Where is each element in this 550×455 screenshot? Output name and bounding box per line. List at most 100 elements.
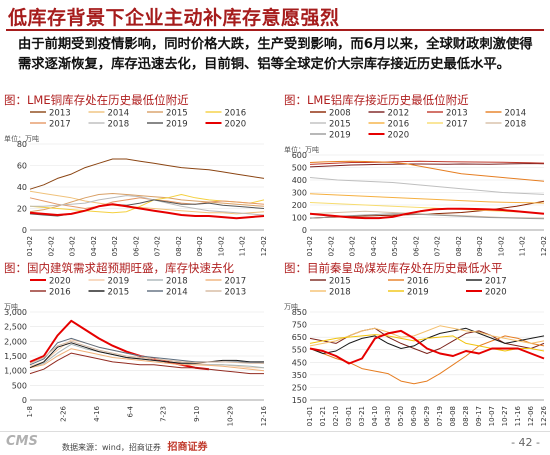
- x-tick-label: 05-02: [391, 236, 399, 256]
- legend-label-2013: 2013: [225, 288, 247, 298]
- y-tick-label: 600: [292, 151, 307, 160]
- footer-source: 数据来源：wind，招商证券 招商证券: [62, 438, 207, 453]
- y-tick-label: 850: [292, 308, 307, 317]
- series-line-2016: [309, 335, 545, 385]
- x-tick-label: 08-28: [462, 406, 470, 426]
- y-tick-label: 40: [17, 183, 27, 192]
- x-tick-label: 11-02: [519, 236, 527, 256]
- legend-label-2016: 2016: [225, 109, 247, 119]
- x-tick-label: 03-02: [349, 236, 357, 256]
- y-tick-label: 1,500: [4, 352, 27, 361]
- x-tick-label: 06-02: [132, 236, 140, 256]
- x-tick-label: 10-29: [227, 406, 235, 426]
- series-line-2019: [309, 213, 545, 220]
- chart-panel-coal: 图：目前秦皇岛煤炭库存处在历史最低水平 2015 2016 2017 2018 2019…: [280, 260, 550, 430]
- y-tick-label: 250: [292, 383, 307, 392]
- legend-label-2015: 2015: [108, 288, 130, 298]
- x-tick-label: 10-02: [217, 236, 225, 256]
- legend-label-2020: 2020: [49, 277, 71, 287]
- legend-label-2008: 2008: [329, 109, 351, 119]
- y-tick-label: 500: [12, 381, 27, 390]
- legend-label-2017: 2017: [485, 277, 507, 287]
- legend-label-2020: 2020: [485, 288, 507, 298]
- series-line-2015: [309, 177, 545, 195]
- x-tick-label: 08-02: [455, 236, 463, 256]
- series-line-2019: [29, 339, 264, 369]
- y-tick-label: 500: [292, 164, 307, 173]
- unit-label: 单位：万吨: [4, 134, 39, 143]
- x-tick-label: 09-17: [475, 406, 483, 426]
- legend-label-2013: 2013: [446, 109, 468, 119]
- x-tick-label: 02-02: [327, 236, 335, 256]
- chart-title-construction: 图：国内建筑需求超预期旺盛，库存快速去化: [4, 261, 234, 275]
- y-tick-label: 400: [292, 176, 307, 185]
- legend-label-2013: 2013: [49, 109, 71, 119]
- title-divider: [6, 29, 544, 31]
- x-tick-label: 6-4: [126, 405, 134, 417]
- legend-label-2019: 2019: [407, 288, 429, 298]
- series-line-2012: [309, 163, 545, 168]
- x-tick-label: 04-30: [384, 406, 392, 426]
- x-tick-label: 04-02: [370, 236, 378, 256]
- y-tick-label: 2,500: [4, 323, 27, 332]
- legend-label-2018: 2018: [505, 120, 527, 130]
- legend-label-2015: 2015: [166, 109, 188, 119]
- series-line-2016: [309, 193, 545, 204]
- x-tick-label: 05-20: [397, 406, 405, 426]
- x-tick-label: 12-02: [540, 236, 548, 256]
- y-tick-label: 0: [22, 396, 27, 405]
- chart-panel-construction: 图：国内建筑需求超预期旺盛，库存快速去化 2020 2019 2018 2017 201…: [0, 260, 270, 430]
- x-tick-label: 09-02: [196, 236, 204, 256]
- series-line-2013: [29, 340, 264, 364]
- legend-label-2018: 2018: [329, 288, 351, 298]
- y-tick-label: 60: [17, 162, 27, 171]
- series-line-2013: [309, 160, 545, 165]
- x-tick-label: 10-27: [501, 406, 509, 426]
- x-tick-label: 9-10: [193, 406, 201, 422]
- legend-label-2014: 2014: [166, 288, 188, 298]
- x-tick-label: 06-09: [410, 406, 418, 426]
- footer-divider: [0, 431, 550, 432]
- chart-construction: 2020 2019 2018 2017 2016 2015 2014 2013 万吨 0 500 1,…: [4, 277, 268, 427]
- legend-label-2019: 2019: [166, 120, 188, 130]
- x-tick-label: 7-23: [160, 406, 168, 422]
- y-tick-label: 0: [302, 226, 307, 235]
- y-tick-label: 750: [292, 321, 307, 330]
- legend-label-2016: 2016: [49, 288, 71, 298]
- chart-title-coal: 图：目前秦皇岛煤炭库存处在历史最低水平: [284, 261, 503, 275]
- legend-label-2017: 2017: [446, 120, 468, 130]
- y-tick-label: 350: [292, 371, 307, 380]
- x-tick-label: 03-01: [345, 406, 353, 426]
- legend-label-2015: 2015: [329, 277, 351, 287]
- series-line-2013: [29, 158, 265, 190]
- series-line-2016: [29, 352, 264, 375]
- brand-logo: CMS: [6, 434, 38, 449]
- series-line-2019: [309, 334, 545, 352]
- legend-label-2017: 2017: [49, 120, 71, 130]
- series-line-2017: [29, 197, 265, 209]
- brand-name: 招商证券: [167, 442, 208, 453]
- y-tick-label: 450: [292, 358, 307, 367]
- series-line-2017: [309, 202, 545, 215]
- legend-label-2012: 2012: [388, 109, 410, 119]
- legend-label-2017: 2017: [225, 277, 247, 287]
- series-line-2015: [29, 342, 264, 369]
- x-tick-label: 03-21: [358, 406, 366, 426]
- legend-label-2014: 2014: [505, 109, 527, 119]
- legend-label-2019: 2019: [329, 131, 351, 141]
- x-tick-label: 12-02: [260, 236, 268, 256]
- chart-aluminum: 2008 2012 2013 2014 2015 2016 2017 2018 2019 2020…: [284, 109, 548, 257]
- brand-logo-latin: CMS: [6, 434, 38, 449]
- x-tick-label: 07-19: [436, 406, 444, 426]
- series-line-2020: [29, 203, 265, 220]
- x-tick-label: 01-02: [26, 236, 34, 256]
- series-line-2015: [29, 193, 265, 213]
- legend-label-2019: 2019: [108, 277, 130, 287]
- y-tick-label: 0: [22, 226, 27, 235]
- chart-panel-aluminum: 图：LME铝库存接近历史最低位附近 2008 2012 2013 2014 2015 20…: [280, 92, 550, 257]
- x-tick-label: 12-06: [527, 405, 535, 426]
- x-tick-label: 06-02: [412, 236, 420, 256]
- y-tick-label: 200: [292, 201, 307, 210]
- data-source-note: 数据来源：wind，招商证券: [62, 443, 161, 452]
- x-tick-label: 11-02: [239, 236, 247, 256]
